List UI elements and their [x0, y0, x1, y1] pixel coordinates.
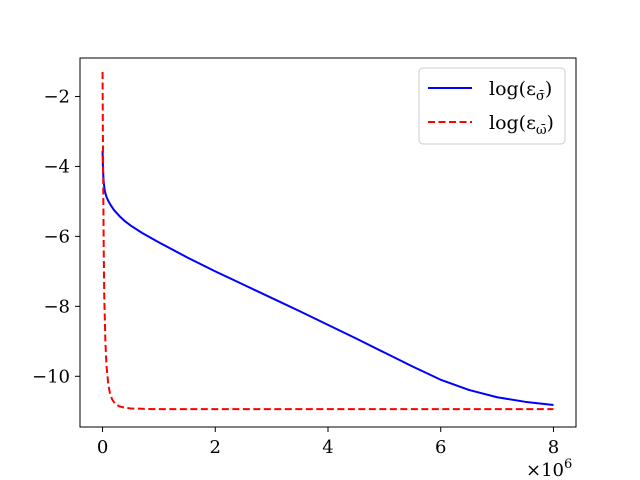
ticks-layer: 0 2 4 6 8 −2 −4 −6 −8 −10	[32, 86, 559, 458]
y-tick-label: −8	[43, 296, 70, 317]
x-tick-label: 0	[97, 437, 108, 458]
series-layer	[101, 71, 554, 411]
legend-label-sigma: log(εσ̄)	[489, 78, 552, 104]
x-tick-label: 8	[548, 437, 559, 458]
legend-label-omega: log(εω̄)	[489, 112, 554, 138]
y-tick-label: −6	[43, 226, 70, 247]
y-tick-label: −10	[32, 366, 70, 387]
legend: log(εσ̄) log(εω̄)	[418, 67, 566, 145]
series-line-sigma	[101, 150, 554, 406]
x-offset-exponent: 6	[564, 457, 572, 472]
x-tick-label: 4	[322, 437, 333, 458]
y-tick-label: −2	[43, 86, 70, 107]
x-tick-label: 6	[435, 437, 446, 458]
x-offset-label: ×106	[526, 457, 572, 480]
x-tick-label: 2	[210, 437, 221, 458]
y-tick-label: −4	[43, 156, 70, 177]
series-line-omega	[101, 71, 554, 411]
